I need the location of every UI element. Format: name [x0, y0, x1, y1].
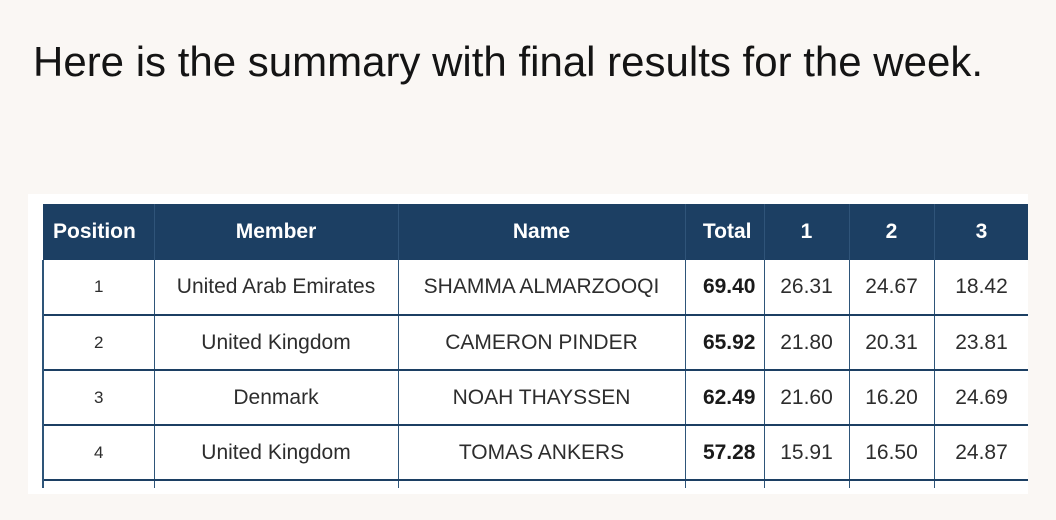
- cell-round-2: 24.67: [849, 260, 935, 315]
- cell-member: Denmark: [154, 370, 399, 425]
- cell-round-2: 16.20: [849, 370, 935, 425]
- message-text: Here is the summary with final results f…: [33, 38, 984, 85]
- table-body: 1 United Arab Emirates SHAMMA ALMARZOOQI…: [42, 260, 1028, 488]
- cell-position: 4: [42, 425, 155, 480]
- cell-member: United Kingdom: [154, 425, 399, 480]
- cell-name: SHAMMA ALMARZOOQI: [398, 260, 686, 315]
- table-row: 2 United Kingdom CAMERON PINDER 65.92 21…: [42, 315, 1028, 370]
- cell-name: NOAH THAYSSEN: [398, 370, 686, 425]
- header-round-2: 2: [849, 204, 935, 260]
- cell-round-1: 21.60: [764, 370, 850, 425]
- table-row-cutoff: [42, 480, 1028, 488]
- cell-round-3: 24.69: [934, 370, 1028, 425]
- cell-empty: [398, 480, 686, 488]
- cell-total: 65.92: [685, 315, 765, 370]
- cell-round-2: 16.50: [849, 425, 935, 480]
- header-round-1: 1: [764, 204, 850, 260]
- cell-round-1: 26.31: [764, 260, 850, 315]
- header-member: Member: [154, 204, 399, 260]
- cell-round-2: 20.31: [849, 315, 935, 370]
- cell-empty: [154, 480, 399, 488]
- table-header: Position Member Name Total 1 2 3: [43, 204, 1028, 260]
- cell-empty: [685, 480, 765, 488]
- cell-name: CAMERON PINDER: [398, 315, 686, 370]
- cell-empty: [849, 480, 935, 488]
- header-name: Name: [398, 204, 686, 260]
- cell-round-3: 24.87: [934, 425, 1028, 480]
- cell-name: TOMAS ANKERS: [398, 425, 686, 480]
- cell-total: 62.49: [685, 370, 765, 425]
- cell-total: 69.40: [685, 260, 765, 315]
- cell-position: 1: [42, 260, 155, 315]
- cell-empty: [934, 480, 1028, 488]
- cell-member: United Arab Emirates: [154, 260, 399, 315]
- cell-round-3: 23.81: [934, 315, 1028, 370]
- cell-position: 2: [42, 315, 155, 370]
- results-table: Position Member Name Total 1 2 3 1 Unite…: [42, 204, 1028, 488]
- cell-round-1: 21.80: [764, 315, 850, 370]
- table-row: 3 Denmark NOAH THAYSSEN 62.49 21.60 16.2…: [42, 370, 1028, 425]
- cell-position: 3: [42, 370, 155, 425]
- cell-empty: [42, 480, 155, 488]
- cell-total: 57.28: [685, 425, 765, 480]
- header-position: Position: [43, 204, 155, 260]
- header-round-3: 3: [934, 204, 1028, 260]
- results-table-image: Position Member Name Total 1 2 3 1 Unite…: [28, 194, 1028, 494]
- cell-round-1: 15.91: [764, 425, 850, 480]
- table-row: 1 United Arab Emirates SHAMMA ALMARZOOQI…: [42, 260, 1028, 315]
- table-row: 4 United Kingdom TOMAS ANKERS 57.28 15.9…: [42, 425, 1028, 480]
- header-row: Position Member Name Total 1 2 3: [43, 204, 1028, 260]
- cell-member: United Kingdom: [154, 315, 399, 370]
- cell-empty: [764, 480, 850, 488]
- cell-round-3: 18.42: [934, 260, 1028, 315]
- header-total: Total: [685, 204, 765, 260]
